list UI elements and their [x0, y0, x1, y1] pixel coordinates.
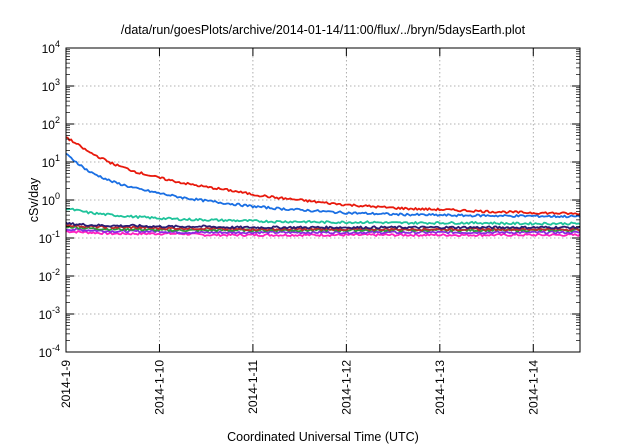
y-tick-label: 104 [42, 39, 60, 56]
y-tick-exponent: 1 [55, 153, 60, 163]
x-axis-label: Coordinated Universal Time (UTC) [227, 430, 419, 444]
y-tick-label: 10-1 [39, 229, 60, 246]
y-tick-label: 100 [42, 191, 60, 208]
y-tick-base: 10 [42, 156, 56, 170]
y-tick-exponent: 4 [55, 39, 60, 49]
y-tick-exponent: -1 [52, 229, 60, 239]
y-tick-label: 102 [42, 115, 60, 132]
y-tick-base: 10 [42, 194, 56, 208]
y-tick-exponent: 0 [55, 191, 60, 201]
y-tick-base: 10 [39, 346, 53, 360]
y-tick-exponent: 2 [55, 115, 60, 125]
y-tick-exponent: 3 [55, 77, 60, 87]
series-line-3 [65, 207, 581, 226]
y-tick-exponent: -3 [52, 305, 60, 315]
series-line-1 [65, 136, 581, 216]
series-line-8 [66, 230, 581, 238]
y-tick-base: 10 [42, 118, 56, 132]
y-tick-label: 10-4 [39, 343, 60, 360]
series-line-4 [65, 221, 581, 230]
y-tick-exponent: -4 [52, 343, 60, 353]
y-tick-label: 10-2 [39, 267, 60, 284]
y-tick-exponent: -2 [52, 267, 60, 277]
y-tick-label: 103 [42, 77, 60, 94]
series-lines [65, 136, 581, 238]
y-tick-label: 10-3 [39, 305, 60, 322]
grid-lines [66, 48, 580, 352]
x-tick-label: 2014-1-11 [246, 360, 260, 414]
series-line-7 [65, 227, 581, 235]
y-tick-base: 10 [39, 232, 53, 246]
y-tick-base: 10 [42, 80, 56, 94]
y-tick-base: 10 [39, 270, 53, 284]
x-axis: 2014-1-9 2014-1-10 2014-1-11 2014-1-12 2014-… [59, 48, 540, 415]
y-tick-base: 10 [42, 42, 56, 56]
chart-title: /data/run/goesPlots/archive/2014-01-14/1… [121, 23, 526, 37]
y-tick-base: 10 [39, 308, 53, 322]
x-tick-label: 2014-1-9 [59, 360, 73, 408]
y-tick-label: 101 [42, 153, 60, 170]
x-tick-label: 2014-1-12 [339, 360, 353, 415]
x-tick-label: 2014-1-10 [152, 360, 166, 415]
x-tick-label: 2014-1-13 [433, 360, 447, 415]
series-line-2 [65, 152, 581, 219]
y-axis-label: cSv/day [27, 177, 41, 222]
x-tick-label: 2014-1-14 [526, 360, 540, 415]
